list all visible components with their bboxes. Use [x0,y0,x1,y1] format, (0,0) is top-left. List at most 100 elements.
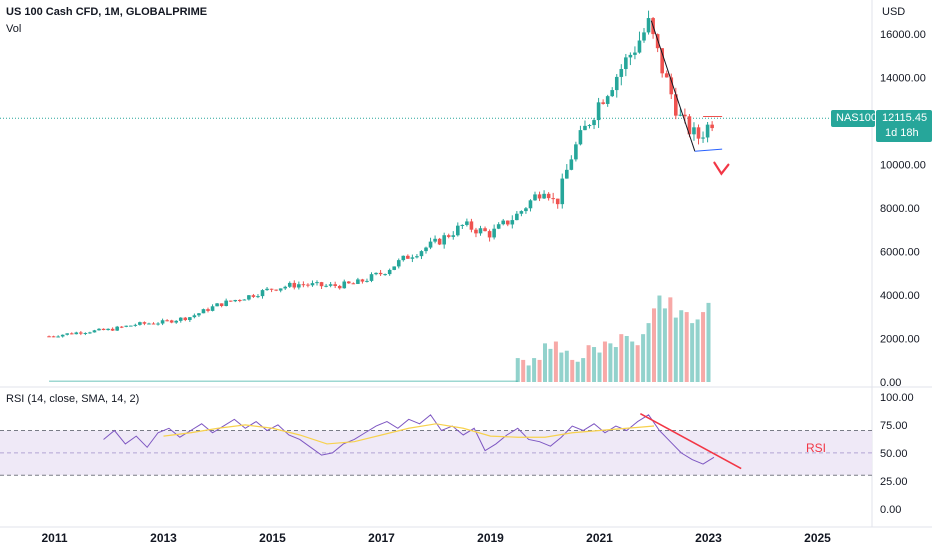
candle-body [183,317,188,321]
rsi-tick-label: 50.00 [880,448,908,460]
chart-title: US 100 Cash CFD, 1M, GLOBALPRIME [6,6,208,18]
volume-bar [581,358,586,382]
price-tick-label: 16000.00 [880,29,926,41]
candle-body [65,333,70,335]
candle-body [88,332,92,334]
time-tick-label: 2021 [586,531,613,545]
candle-body [492,228,496,238]
candle-body [551,198,555,200]
candle-body [124,325,129,327]
volume-bar [657,295,662,382]
candle-body [274,289,278,291]
candle-body [419,251,424,257]
candle-body [283,286,288,289]
candle-body [619,69,624,77]
volume-bar [624,336,629,382]
candle-body [83,332,88,334]
symbol-label: NAS100 [836,112,877,125]
rsi-line [103,414,715,465]
candle-body [642,32,646,41]
candle-body [537,194,542,199]
candle-body [147,323,151,325]
candle-body [692,127,696,135]
candle-body [351,283,356,285]
volume-bar [526,365,531,382]
volume-bar [701,312,706,382]
time-tick-label: 2015 [259,531,286,545]
candle-body [574,144,578,160]
candle-body [696,127,701,139]
candle-body [596,102,601,121]
candle-body [646,18,651,33]
candle-body [265,288,269,291]
candle-body [119,326,124,328]
candle-body [269,288,274,290]
candle-body [247,295,251,300]
candle-body [74,332,79,335]
candle-body [115,326,119,331]
candle-body [219,303,224,307]
candle-body [487,231,492,238]
volume-bar [521,359,526,382]
candle-body [392,266,397,270]
candle-body [278,288,283,291]
candle-body [337,285,342,289]
volume-bar [553,341,558,382]
candle-body [79,332,83,334]
volume-bar [684,312,689,382]
candle-body [446,235,451,237]
rsi-sma-line [163,423,655,445]
candle-body [465,221,469,225]
candle-body [174,320,179,323]
volume-bar [537,359,542,382]
trendline-down [650,20,696,152]
volume-bar [548,348,553,382]
candle-body [437,238,442,245]
candle-body [610,90,615,97]
candle-body [138,322,142,325]
time-tick-label: 2011 [41,531,67,545]
candle-body [633,52,637,55]
candle-body [555,198,560,205]
candle-body [238,299,242,301]
candle-body [306,284,310,286]
candle-body [569,159,574,170]
candle-body [129,325,133,327]
candle-body [587,125,592,127]
candle-body [319,282,324,287]
candle-body [533,194,537,201]
currency-label: USD [882,6,906,18]
candle-body [160,320,165,324]
candle-body [601,102,605,104]
candle-body [133,324,138,326]
candle-body [242,299,247,301]
candle-body [546,193,551,199]
candle-body [374,272,378,275]
candle-body [315,282,319,284]
candle-body [165,320,169,322]
volume-baseline [49,380,518,382]
candle-body [169,320,174,323]
candle-body [510,220,515,225]
rsi-tick-label: 25.00 [880,476,908,488]
candle-body [101,328,106,331]
candle-body [333,284,337,286]
candle-body [705,124,710,138]
candle-body [142,322,147,324]
candle-body [228,300,233,302]
volume-bar [608,343,613,382]
volume-bar [602,341,607,382]
volume-bar [673,317,678,382]
candle-body [415,256,419,258]
price-tick-label: 6000.00 [880,246,920,258]
candle-body [565,169,569,179]
candle-body [383,274,387,276]
volume-bar [630,341,635,382]
candle-body [97,328,101,331]
volume-bar [543,343,547,382]
volume-bar [559,352,564,382]
candle-body [110,328,115,331]
candle-body [687,116,692,135]
volume-bar [592,347,597,382]
